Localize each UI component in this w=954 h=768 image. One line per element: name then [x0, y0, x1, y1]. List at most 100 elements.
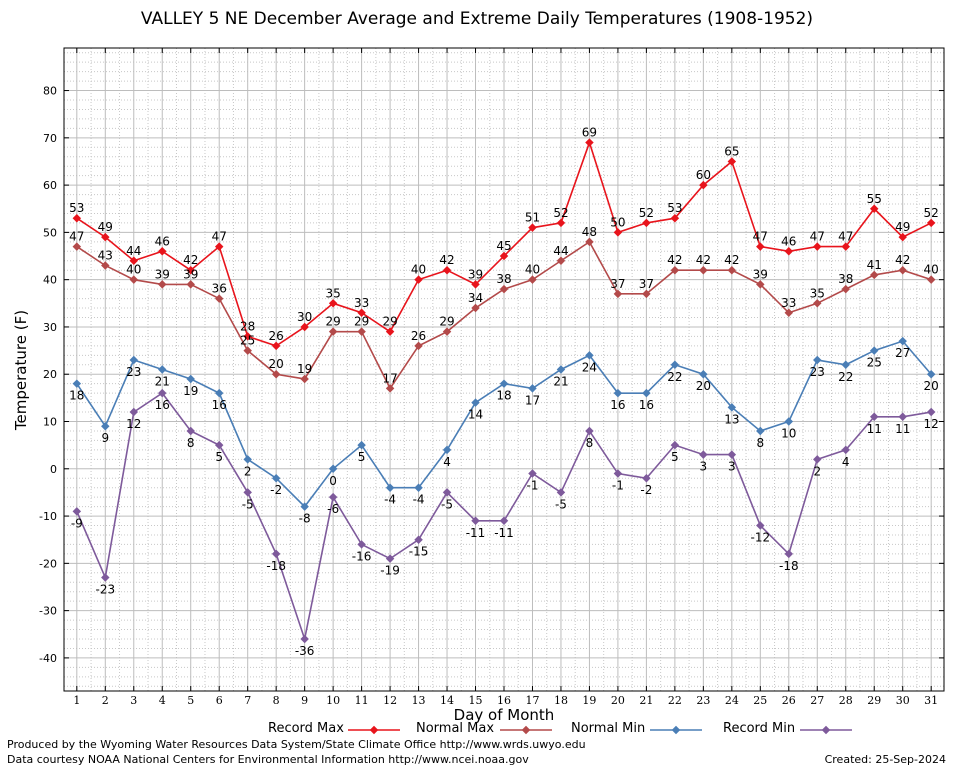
y-tick-label: 20	[43, 368, 57, 381]
data-point	[784, 417, 794, 426]
x-tick-label: 28	[839, 694, 853, 707]
data-label: -6	[327, 502, 339, 516]
data-label: -2	[270, 483, 282, 497]
data-label: 12	[924, 417, 939, 431]
data-label: 65	[724, 144, 739, 158]
x-tick-label: 10	[326, 694, 340, 707]
data-point	[926, 407, 936, 417]
x-tick-label: 19	[582, 694, 596, 707]
data-label: 29	[325, 315, 340, 329]
data-point	[158, 388, 167, 398]
data-label: 29	[439, 315, 454, 329]
data-point	[357, 308, 366, 318]
x-tick-label: 17	[525, 694, 539, 707]
data-point	[357, 540, 366, 549]
data-label: 35	[325, 286, 340, 300]
data-label: 33	[354, 296, 369, 310]
data-point	[585, 237, 594, 247]
data-point	[214, 440, 224, 450]
data-point	[414, 275, 423, 284]
legend-item-normal-max: Normal Max	[416, 721, 494, 736]
x-tick-label: 13	[412, 694, 426, 707]
x-tick-label: 26	[782, 694, 796, 707]
data-label: -19	[380, 564, 400, 578]
y-axis-label: Temperature (F)	[12, 309, 30, 431]
data-label: 52	[639, 206, 654, 220]
data-label: 44	[553, 244, 568, 258]
data-point	[271, 341, 281, 351]
data-label: 3	[728, 460, 736, 474]
data-label: 12	[126, 417, 141, 431]
footer-data-courtesy: Data courtesy NOAA National Centers for …	[7, 753, 529, 766]
data-label: 50	[610, 215, 625, 229]
data-point	[214, 242, 224, 251]
data-point	[869, 270, 879, 280]
legend-item-normal-min: Normal Min	[571, 721, 645, 736]
data-label: 25	[867, 356, 882, 370]
data-label: 28	[240, 319, 255, 333]
data-point	[243, 488, 252, 497]
data-label: -5	[555, 497, 567, 511]
data-point	[813, 355, 822, 365]
y-tick-label: 60	[43, 179, 57, 192]
data-point	[186, 280, 195, 289]
data-label: -5	[242, 497, 254, 511]
data-label: 53	[69, 201, 84, 215]
data-label: 10	[781, 427, 796, 441]
data-label: 5	[358, 450, 366, 464]
x-tick-label: 20	[611, 694, 625, 707]
data-point	[556, 256, 566, 265]
data-point	[556, 218, 566, 228]
data-label: 40	[525, 263, 540, 277]
data-label: -9	[71, 516, 83, 530]
data-label: 33	[781, 296, 796, 310]
data-label: 23	[810, 365, 825, 379]
data-point	[756, 280, 765, 289]
x-tick-label: 2	[102, 694, 109, 707]
data-point	[72, 507, 82, 516]
x-tick-label: 14	[440, 694, 454, 707]
data-label: 46	[781, 234, 796, 248]
y-tick-label: -10	[39, 510, 57, 523]
x-tick-label: 5	[187, 694, 194, 707]
legend-item-record-min: Record Min	[723, 721, 795, 736]
data-label: 2	[244, 464, 252, 478]
data-point	[813, 455, 822, 464]
data-point	[158, 247, 167, 256]
y-tick-label: -40	[39, 652, 57, 665]
data-label: 22	[667, 370, 682, 384]
data-point	[300, 374, 309, 384]
data-label: 55	[867, 192, 882, 206]
data-label: 8	[756, 436, 764, 450]
data-label: 18	[69, 389, 84, 403]
data-point	[784, 247, 794, 256]
x-tick-label: 29	[867, 694, 881, 707]
data-point	[813, 299, 822, 308]
data-label: 44	[126, 244, 141, 258]
x-tick-label: 22	[668, 694, 682, 707]
data-label: 37	[610, 277, 625, 291]
data-point	[271, 474, 281, 483]
data-label: 42	[439, 253, 454, 267]
x-tick-label: 27	[810, 694, 824, 707]
data-label: 16	[639, 398, 654, 412]
data-label: -36	[295, 644, 315, 658]
data-point	[129, 256, 139, 265]
data-label: 0	[329, 474, 337, 488]
x-tick-label: 9	[301, 694, 308, 707]
data-label: 37	[639, 277, 654, 291]
data-point	[642, 289, 651, 299]
data-label: 43	[98, 248, 113, 262]
y-tick-label: -20	[39, 557, 57, 570]
data-label: 4	[842, 455, 850, 469]
x-tick-label: 18	[554, 694, 568, 707]
data-point	[841, 284, 850, 294]
data-label: 47	[753, 230, 768, 244]
data-label: 24	[582, 360, 597, 374]
data-label: 42	[724, 253, 739, 267]
x-tick-label: 30	[896, 694, 910, 707]
data-label: 40	[924, 263, 939, 277]
data-point	[756, 521, 765, 530]
data-label: 29	[354, 315, 369, 329]
